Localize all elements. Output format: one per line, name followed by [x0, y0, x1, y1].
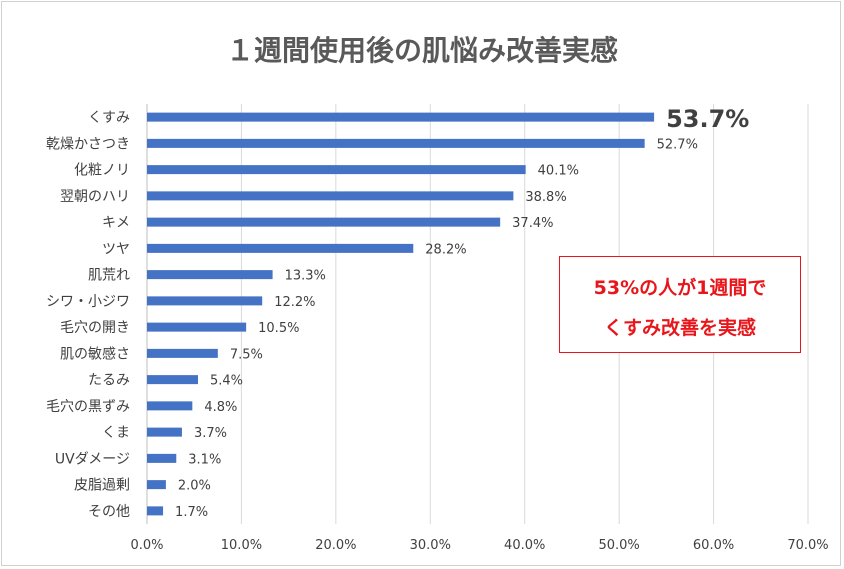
category-label: その他	[88, 504, 130, 520]
category-label: 毛穴の開き	[60, 320, 130, 336]
bar	[147, 217, 501, 227]
bar	[147, 427, 182, 437]
data-label: 28.2%	[425, 242, 466, 257]
data-label: 53.7%	[666, 105, 749, 133]
bar	[147, 480, 166, 490]
data-label: 38.8%	[525, 190, 566, 205]
x-tick-label: 0.0%	[130, 538, 163, 553]
category-label: ツヤ	[102, 241, 130, 257]
data-label: 3.1%	[188, 452, 221, 467]
data-label: 13.3%	[285, 269, 326, 284]
x-tick-label: 40.0%	[504, 538, 545, 553]
bar	[147, 348, 218, 358]
bar	[147, 165, 526, 175]
x-tick-label: 20.0%	[315, 538, 356, 553]
callout-line-1: 53%の人が1週間で	[593, 277, 767, 299]
chart-title: １週間使用後の肌悩み改善実感	[226, 34, 618, 67]
data-label: 37.4%	[512, 216, 553, 231]
category-label: 皮脂過剰	[74, 478, 130, 494]
category-label: 肌荒れ	[88, 268, 130, 284]
data-label: 3.7%	[194, 426, 227, 441]
x-tick-label: 10.0%	[221, 538, 262, 553]
category-label: たるみ	[88, 373, 130, 389]
x-tick-label: 70.0%	[787, 538, 828, 553]
x-tick-label: 60.0%	[693, 538, 734, 553]
bar	[147, 296, 263, 306]
x-tick-label: 50.0%	[598, 538, 639, 553]
x-tick-label: 30.0%	[410, 538, 451, 553]
bar	[147, 506, 164, 516]
callout-line-2: くすみ改善を実感	[603, 317, 756, 339]
category-label: 化粧ノリ	[74, 163, 130, 179]
data-label: 40.1%	[538, 164, 579, 179]
category-labels: くすみ乾燥かさつき化粧ノリ翌朝のハリキメツヤ肌荒れシワ・小ジワ毛穴の開き肌の敏感…	[46, 110, 130, 520]
bar	[147, 401, 193, 411]
bar	[147, 453, 177, 463]
data-label: 52.7%	[657, 137, 698, 152]
data-labels: 53.7% 52.7% 40.1% 38.8% 37.4% 28.2% 13.3% 12.2%…	[175, 105, 749, 520]
category-label: UVダメージ	[55, 451, 130, 467]
category-label: 乾燥かさつき	[46, 136, 130, 152]
callout-box: 53%の人が1週間で くすみ改善を実感	[559, 256, 801, 353]
category-label: くすみ	[88, 110, 130, 126]
bar	[147, 138, 645, 148]
data-label: 5.4%	[210, 374, 243, 389]
category-label: 毛穴の黒ずみ	[46, 399, 130, 415]
bar	[147, 375, 198, 385]
bar	[147, 191, 514, 201]
category-label: くま	[102, 425, 130, 441]
data-label: 4.8%	[204, 400, 237, 415]
category-label: 肌の敏感さ	[60, 345, 130, 362]
category-label: キメ	[102, 215, 130, 231]
x-tick-labels: 0.0% 10.0% 20.0% 30.0% 40.0% 50.0% 60.0% 70.0%	[130, 538, 828, 553]
data-label: 10.5%	[258, 321, 299, 336]
bars	[147, 112, 655, 516]
bar	[147, 270, 273, 280]
data-label: 12.2%	[274, 295, 315, 310]
category-label: 翌朝のハリ	[60, 189, 130, 205]
data-label: 2.0%	[178, 479, 211, 494]
data-label: 7.5%	[230, 347, 263, 362]
bar	[147, 243, 414, 253]
bar	[147, 322, 247, 332]
bar	[147, 112, 655, 122]
category-label: シワ・小ジワ	[46, 294, 130, 310]
data-label: 1.7%	[175, 505, 208, 520]
